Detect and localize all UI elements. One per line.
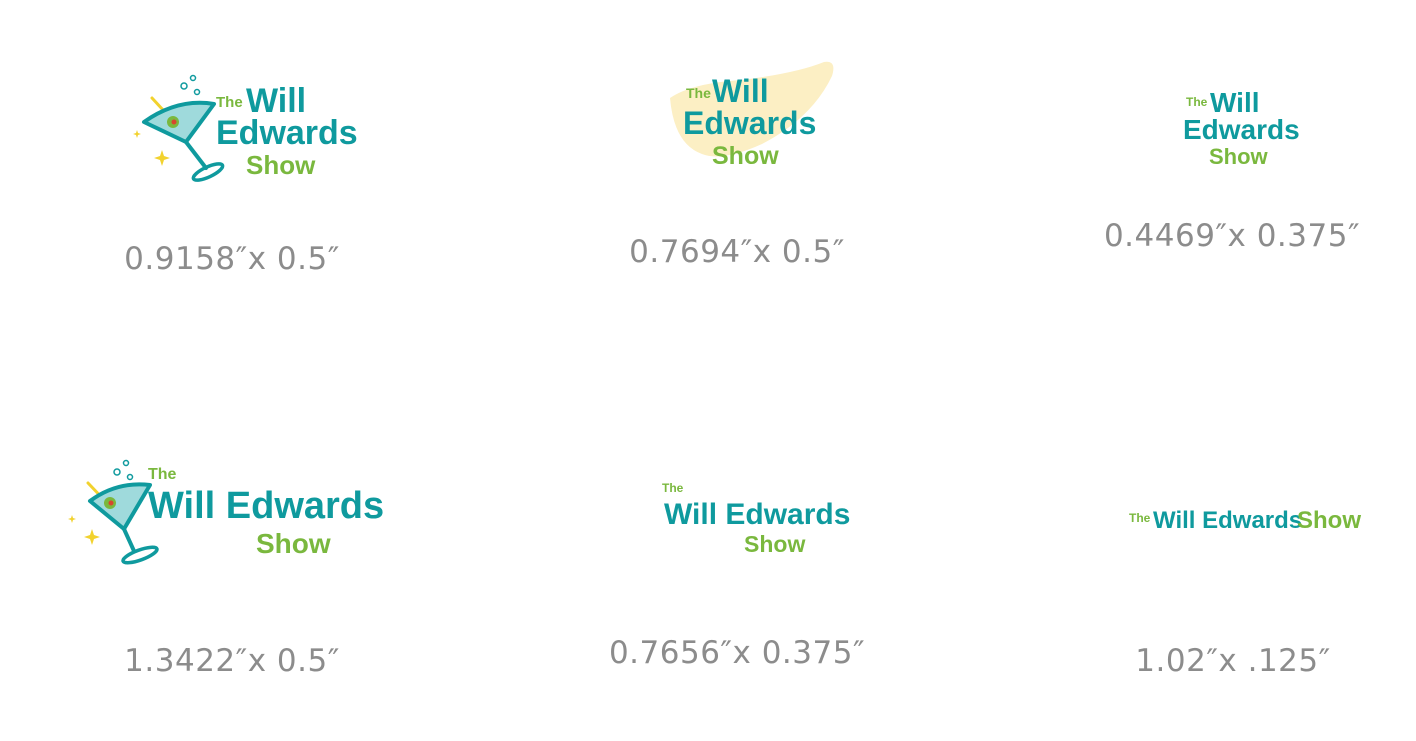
size-label: 0.4469″x 0.375″ [1103, 218, 1361, 254]
bubble-icon [180, 82, 188, 90]
martini-glass-icon [142, 74, 225, 182]
size-label: 1.02″x .125″ [1135, 643, 1331, 679]
logo-word-show: Show [256, 528, 331, 559]
logo-word-the: The [216, 94, 243, 111]
logo-word-will-edwards: Will Edwards [1153, 507, 1302, 534]
logo-word-the: The [1186, 95, 1208, 109]
bubble-icon [189, 74, 197, 82]
sparkle-icon [68, 515, 100, 545]
logo-stacked-text-only: The Will Edwards Show [1180, 84, 1300, 174]
logo-word-the: The [148, 466, 177, 483]
swoosh-shape [670, 61, 834, 157]
logo-word-show: Show [712, 142, 779, 170]
logo-word-show: Show [1209, 144, 1269, 169]
size-label: 0.7656″x 0.375″ [608, 635, 866, 671]
bubble-icon [113, 468, 121, 476]
logo-wide-text-only: The Will Edwards Show [656, 476, 850, 561]
logo-word-the: The [1129, 511, 1151, 525]
logo-stacked-with-glass: The Will Edwards Show [128, 70, 358, 185]
bubble-icon [193, 88, 201, 96]
logo-wide-with-glass: The Will Edwards Show [62, 455, 384, 570]
logo-word-will: Will [246, 82, 306, 120]
size-label: 0.7694″x 0.5″ [629, 234, 845, 270]
logo-word-show: Show [744, 531, 805, 557]
logo-word-show: Show [1297, 507, 1361, 534]
logo-word-will-edwards: Will Edwards [148, 485, 384, 527]
martini-glass-icon [86, 459, 159, 565]
logo-word-edwards: Edwards [1183, 114, 1300, 145]
sparkle-icon [133, 130, 170, 166]
logo-word-will: Will [712, 73, 769, 109]
logo-word-the: The [662, 481, 684, 495]
logo-word-edwards: Edwards [216, 114, 358, 152]
size-label: 1.3422″x 0.5″ [124, 643, 340, 679]
size-label: 0.9158″x 0.5″ [124, 241, 340, 277]
logo-word-will-edwards: Will Edwards [664, 498, 850, 531]
bubble-icon [126, 473, 134, 481]
logo-word-the: The [686, 85, 711, 101]
logo-word-edwards: Edwards [683, 105, 816, 141]
logo-word-show: Show [246, 150, 316, 180]
logo-single-line: The Will Edwards Show [1125, 500, 1361, 540]
logo-word-will: Will [1210, 87, 1260, 118]
bubble-icon [122, 459, 130, 467]
logo-stacked-with-swoosh: The Will Edwards Show [662, 58, 842, 173]
